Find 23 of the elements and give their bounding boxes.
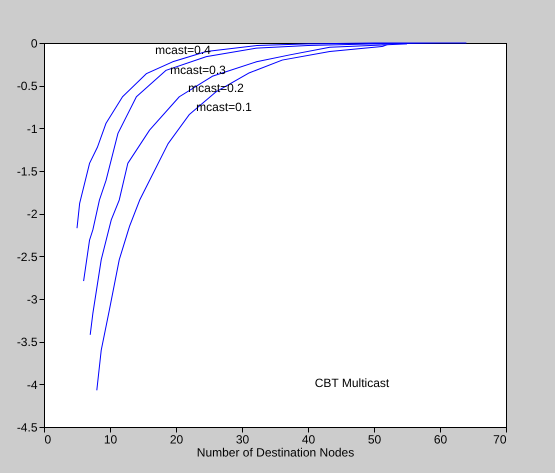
y-tick-label: -4 bbox=[26, 378, 38, 392]
y-tick-label: -3 bbox=[26, 292, 38, 306]
annotation: mcast=0.1 bbox=[196, 100, 252, 114]
y-tick-label: -0.5 bbox=[16, 79, 38, 94]
annotation: CBT Multicast bbox=[314, 376, 390, 390]
y-tick-label: -2.5 bbox=[16, 250, 38, 264]
y-tick-label: -1 bbox=[26, 122, 38, 136]
y-tick-label: 0 bbox=[30, 36, 38, 50]
x-tick-label: 70 bbox=[493, 432, 507, 446]
annotation: mcast=0.4 bbox=[155, 43, 212, 57]
x-tick-label: 60 bbox=[434, 432, 448, 446]
x-tick-label: 20 bbox=[170, 432, 184, 446]
x-tick-label: 40 bbox=[302, 432, 316, 446]
annotation: mcast=0.3 bbox=[170, 63, 226, 77]
x-tick-label: 30 bbox=[236, 432, 250, 446]
y-tick-label: -1.5 bbox=[16, 164, 38, 178]
y-tick-label: -3.5 bbox=[16, 335, 38, 350]
y-tick-label: -2 bbox=[26, 207, 38, 222]
x-tick-label: 10 bbox=[104, 432, 118, 446]
y-tick-label: -4.5 bbox=[16, 420, 38, 434]
x-axis-title: Number of Destination Nodes bbox=[196, 446, 354, 460]
x-tick-label: 0 bbox=[44, 432, 52, 446]
x-tick-label: 50 bbox=[368, 432, 382, 446]
